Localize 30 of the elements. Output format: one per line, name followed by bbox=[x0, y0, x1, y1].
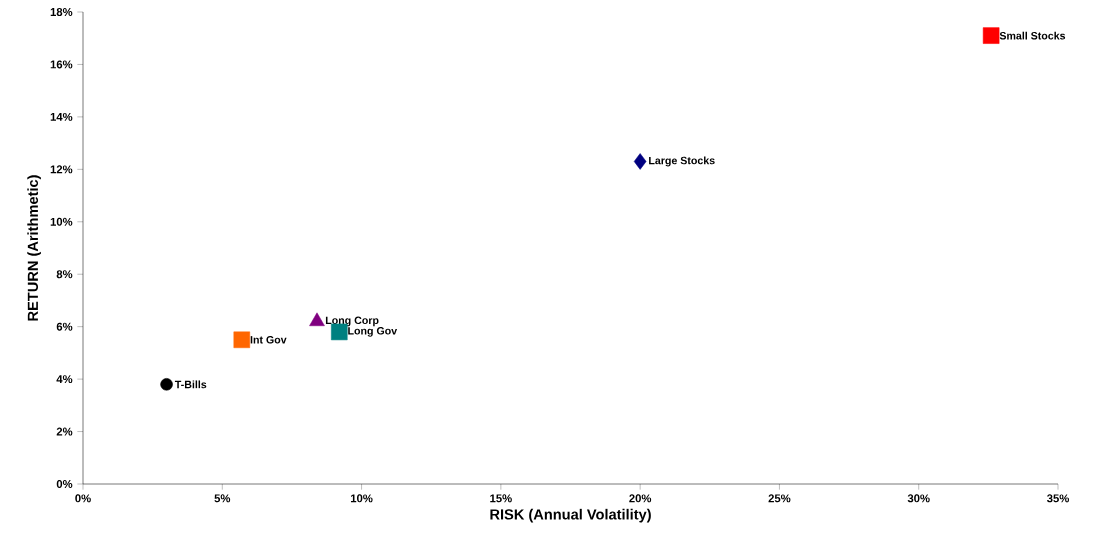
series-label: T-Bills bbox=[174, 380, 207, 389]
y-tick-label: 18% bbox=[50, 8, 73, 16]
point bbox=[309, 312, 325, 327]
x-tick-label: 30% bbox=[907, 494, 930, 503]
y-tick-label: 8% bbox=[56, 270, 73, 279]
series-label: Large Stocks bbox=[649, 156, 715, 167]
x-tick-label: 20% bbox=[629, 494, 652, 503]
x-tick-label: 0% bbox=[75, 494, 91, 503]
series-label: Int Gov bbox=[250, 336, 287, 344]
point bbox=[233, 331, 251, 349]
series-label: Long Gov bbox=[348, 327, 398, 337]
x-tick-label: 5% bbox=[214, 494, 231, 503]
point bbox=[160, 378, 173, 391]
x-tick-label: 35% bbox=[1046, 494, 1070, 503]
point bbox=[633, 153, 647, 170]
y-tick-label: 16% bbox=[50, 60, 73, 69]
y-tick-label: 2% bbox=[56, 427, 73, 436]
y-tick-label: 10% bbox=[50, 217, 73, 226]
point bbox=[982, 27, 1000, 44]
y-tick-label: 14% bbox=[50, 112, 73, 121]
x-tick-label: 15% bbox=[490, 494, 512, 503]
y-tick-label: 12% bbox=[50, 165, 73, 174]
y-tick-label: 4% bbox=[56, 375, 73, 384]
x-tick-label: 25% bbox=[768, 494, 791, 503]
y-tick-label: 0% bbox=[56, 480, 73, 488]
x-axis-title: RISK (Annual Volatility) bbox=[490, 508, 651, 523]
series-label: Small Stocks bbox=[999, 31, 1066, 40]
y-axis-title: RETURN (Arithmetic) bbox=[27, 175, 41, 321]
x-tick-label: 10% bbox=[350, 494, 373, 503]
y-tick-label: 6% bbox=[56, 322, 73, 331]
